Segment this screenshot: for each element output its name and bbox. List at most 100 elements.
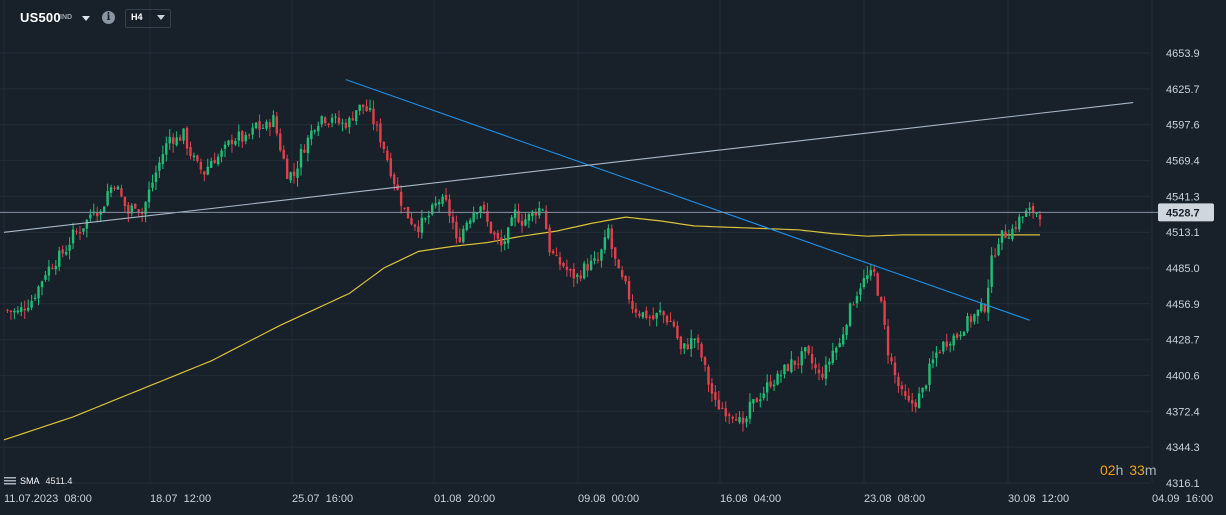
candle-body — [26, 307, 30, 311]
candle-body — [506, 227, 510, 244]
candle-body — [638, 313, 641, 316]
candle-body — [538, 208, 541, 216]
candle-body — [700, 343, 703, 358]
y-tick-label: 4372.4 — [1166, 406, 1200, 418]
candle-body — [852, 304, 855, 306]
candle-body — [655, 313, 658, 319]
candle-body — [641, 312, 645, 318]
candle-body — [192, 155, 196, 158]
candle-body — [510, 217, 513, 226]
candle-body — [624, 276, 627, 282]
candle-body — [731, 416, 734, 419]
candle-body — [562, 262, 565, 267]
candle-body — [482, 204, 486, 210]
candle-body — [78, 232, 82, 234]
candle-body — [741, 417, 745, 424]
candle-body — [676, 325, 679, 339]
candle-body — [672, 321, 676, 327]
candle-body — [244, 134, 247, 142]
sma-layer — [3, 216, 1040, 441]
candle-body — [555, 254, 558, 256]
candle-body — [227, 140, 230, 146]
candle-body — [990, 255, 993, 287]
candle-body — [500, 237, 503, 246]
candle-body — [372, 108, 375, 125]
candle-body — [527, 214, 531, 221]
candle-body — [317, 125, 320, 132]
candle-body — [40, 281, 44, 288]
candle-body — [817, 369, 821, 374]
candle-body — [33, 297, 37, 299]
countdown-minutes: 33 — [1129, 462, 1145, 478]
candle-body — [158, 162, 161, 171]
x-axis: 11.07.2023 08:00 18.07 12:00 25.07 16:00 01… — [4, 493, 1213, 505]
candle-body — [289, 172, 292, 181]
x-tick-label: 23.08 08:00 — [864, 493, 925, 505]
candle-body — [399, 191, 403, 206]
candle-body — [37, 286, 40, 299]
candle-body — [841, 334, 845, 345]
candle-countdown: 02h 33m — [1100, 462, 1159, 478]
candle-body — [966, 315, 969, 332]
candle-body — [921, 387, 924, 393]
candle-body — [299, 149, 303, 168]
chevron-down-icon[interactable] — [80, 12, 92, 24]
candle-body — [68, 244, 71, 251]
timeframe-select[interactable]: H4 — [125, 9, 171, 28]
candle-body — [247, 134, 251, 136]
candle-body — [444, 194, 448, 201]
candle-body — [945, 341, 948, 347]
candle-body — [800, 351, 803, 366]
candle-body — [513, 209, 517, 219]
candle-body — [30, 300, 33, 308]
candle-body — [734, 419, 738, 421]
candle-body — [144, 202, 147, 215]
candle-body — [210, 161, 213, 168]
candle-body — [151, 182, 154, 188]
candle-body — [441, 196, 444, 204]
candle-body — [869, 269, 872, 276]
x-tick-label: 18.07 12:00 — [150, 493, 211, 505]
candle-body — [503, 241, 506, 244]
candle-body — [386, 150, 389, 161]
candle-body — [600, 249, 603, 261]
candle-body — [786, 364, 790, 372]
y-tick-label: 4400.6 — [1166, 370, 1200, 382]
y-tick-label: 4625.7 — [1166, 84, 1200, 96]
candle-body — [803, 347, 807, 352]
candle-body — [313, 130, 316, 132]
candle-body — [489, 221, 493, 234]
candle-body — [558, 257, 562, 265]
symbol-name[interactable]: US500 — [20, 10, 61, 25]
candle-body — [679, 336, 683, 349]
y-tick-label: 4597.6 — [1166, 120, 1200, 132]
candle-body — [1024, 210, 1028, 217]
candle-body — [748, 401, 752, 419]
candle-body — [572, 268, 575, 279]
candle-body — [690, 338, 693, 350]
candle-body — [924, 385, 928, 389]
candle-body — [610, 228, 613, 250]
candle-body — [451, 216, 455, 223]
candle-body — [82, 228, 85, 232]
candle-body — [593, 258, 596, 261]
info-icon[interactable]: i — [102, 11, 115, 24]
x-tick-label: 01.08 20:00 — [434, 493, 495, 505]
candle-body — [876, 273, 879, 296]
candle-body — [520, 220, 524, 226]
candle-body — [279, 133, 282, 151]
candle-body — [686, 344, 689, 349]
candle-body — [883, 300, 886, 326]
y-tick-label: 4513.1 — [1166, 227, 1200, 239]
candle-body — [427, 215, 430, 218]
candle-body — [866, 275, 869, 280]
candle-body — [341, 122, 344, 124]
candle-body — [524, 219, 527, 226]
candle-body — [569, 269, 572, 271]
candle-body — [534, 212, 538, 216]
y-tick-label: 4456.9 — [1166, 299, 1200, 311]
candle-body — [85, 219, 89, 229]
indicator-legend[interactable]: SMA 4511.4 — [4, 476, 72, 486]
candle-body — [382, 141, 386, 150]
